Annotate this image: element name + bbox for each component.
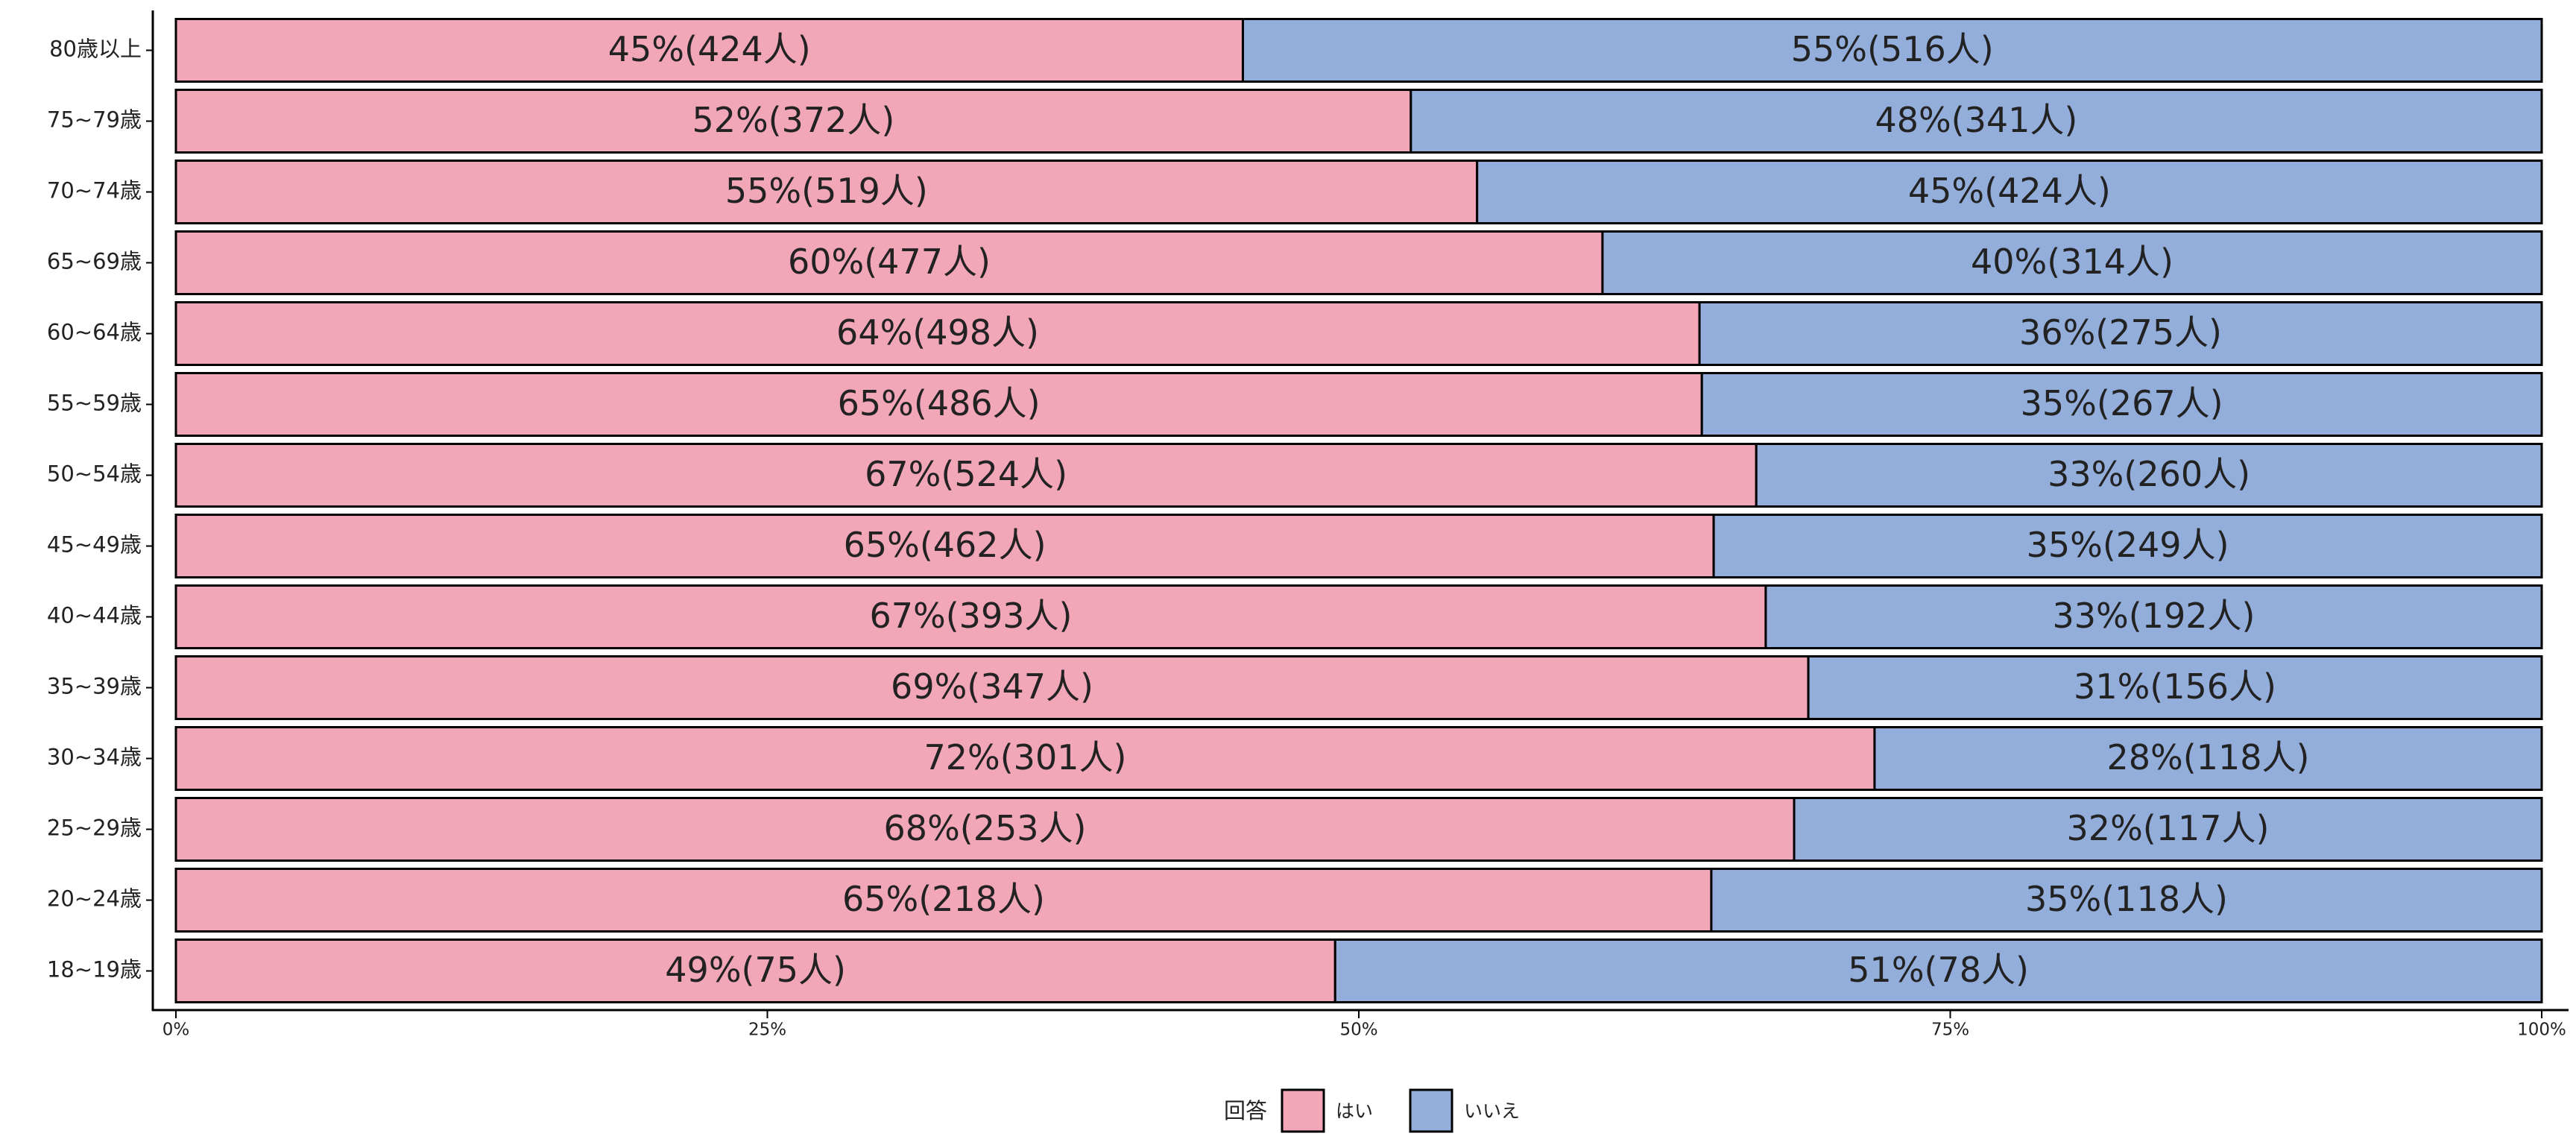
bar-segment: [1710, 868, 2543, 933]
bar-segment: [1409, 89, 2543, 154]
y-tick-label: 18~19歳: [47, 957, 142, 982]
x-tick-label: 25%: [748, 1021, 786, 1040]
bar-segment: [174, 655, 1810, 720]
data-label: 72%(301人): [924, 737, 1126, 777]
data-label: 65%(462人): [844, 525, 1046, 565]
data-label: 51%(78人): [1848, 950, 2029, 990]
data-label: 35%(249人): [2027, 525, 2229, 565]
data-label: 35%(267人): [2021, 383, 2223, 423]
y-tick-label: 40~44歳: [47, 603, 142, 628]
bar-segment: [1476, 160, 2543, 224]
bar-segment: [1333, 939, 2543, 1003]
legend-swatch: [1409, 1088, 1453, 1133]
y-tick-label: 80歳以上: [49, 37, 142, 62]
bar-segment: [174, 443, 1758, 508]
y-tick-label: 65~69歳: [47, 249, 142, 274]
data-label: 45%(424人): [1908, 171, 2111, 211]
bar-segment: [1241, 18, 2543, 83]
data-label: 69%(347人): [891, 666, 1093, 707]
bar-segment: [174, 230, 1604, 295]
legend-swatch: [1281, 1088, 1325, 1133]
data-label: 67%(524人): [865, 454, 1067, 494]
bar-segment: [1712, 514, 2543, 578]
y-tick-label: 75~79歳: [47, 107, 142, 133]
data-label: 68%(253人): [884, 808, 1087, 848]
data-label: 35%(118人): [2025, 879, 2228, 919]
y-tick-label: 45~49歳: [47, 532, 142, 558]
bar-segment: [174, 301, 1701, 366]
data-label: 55%(519人): [725, 171, 928, 211]
bar-segment: [174, 514, 1715, 578]
y-tick-label: 20~24歳: [47, 886, 142, 912]
x-tick-label: 100%: [2517, 1021, 2566, 1040]
data-label: 65%(486人): [838, 383, 1041, 423]
data-label: 65%(218人): [842, 879, 1045, 919]
bar-segment: [174, 89, 1412, 154]
x-tick-label: 0%: [162, 1021, 190, 1040]
data-label: 64%(498人): [836, 312, 1039, 353]
x-tick-label: 75%: [1931, 1021, 1969, 1040]
bar-segment: [1601, 230, 2543, 295]
data-label: 33%(260人): [2048, 454, 2250, 494]
data-label: 40%(314人): [1971, 242, 2174, 282]
x-tick-label: 50%: [1339, 1021, 1377, 1040]
bar-segment: [174, 372, 1703, 437]
data-label: 55%(516人): [1791, 29, 1994, 69]
data-label: 49%(75人): [665, 950, 846, 990]
data-label: 33%(192人): [2052, 596, 2255, 636]
bar-segment: [1700, 372, 2543, 437]
bar-segment: [1755, 443, 2543, 508]
y-tick-label: 55~59歳: [47, 391, 142, 416]
y-tick-label: 50~54歳: [47, 461, 142, 487]
bar-segment: [1698, 301, 2543, 366]
data-label: 60%(477人): [788, 242, 991, 282]
data-label: 67%(393人): [869, 596, 1072, 636]
bar-segment: [1793, 797, 2543, 862]
bar-segment: [1764, 584, 2543, 649]
y-tick-label: 70~74歳: [47, 178, 142, 204]
data-label: 28%(118人): [2106, 737, 2309, 777]
y-tick-label: 30~34歳: [47, 745, 142, 770]
legend-label: いいえ: [1464, 1100, 1520, 1122]
bar-segment: [174, 160, 1479, 224]
bar-segment: [174, 939, 1336, 1003]
bar-segment: [174, 18, 1244, 83]
bar-segment: [174, 726, 1876, 791]
y-tick-label: 35~39歳: [47, 674, 142, 699]
data-label: 32%(117人): [2067, 808, 2270, 848]
data-label: 36%(275人): [2019, 312, 2222, 353]
legend-label: はい: [1336, 1100, 1373, 1122]
bar-segment: [174, 868, 1713, 933]
legend-title: 回答: [1224, 1098, 1267, 1123]
data-label: 48%(341人): [1875, 100, 2077, 140]
data-label: 52%(372人): [692, 100, 894, 140]
y-tick-label: 25~29歳: [47, 816, 142, 841]
data-label: 31%(156人): [2074, 666, 2276, 707]
bar-segment: [1873, 726, 2543, 791]
bar-segment: [1807, 655, 2543, 720]
data-label: 45%(424人): [608, 29, 811, 69]
y-tick-label: 60~64歳: [47, 320, 142, 345]
bar-segment: [174, 797, 1796, 862]
